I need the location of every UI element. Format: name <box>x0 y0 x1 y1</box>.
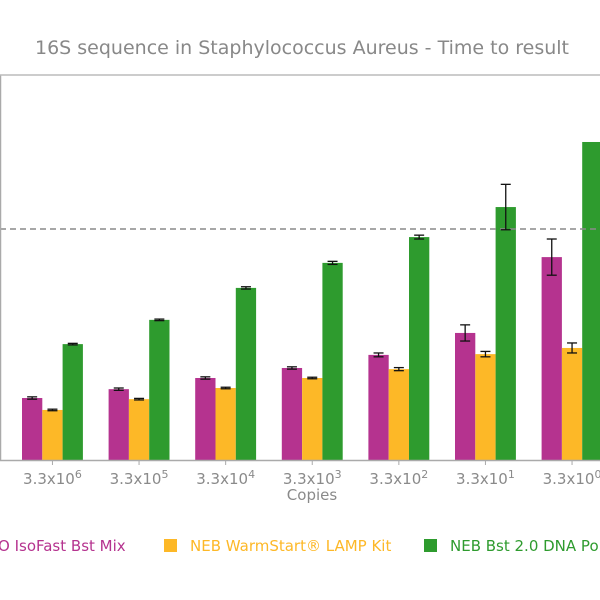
bars-layer <box>22 141 600 461</box>
legend: O IsoFast Bst Mix NEB WarmStart® LAMP Kit… <box>0 537 600 555</box>
error-bar <box>154 318 165 322</box>
bar <box>475 354 496 460</box>
x-tick-label: 3.3x106 <box>23 468 82 488</box>
error-bar <box>134 397 145 401</box>
bar <box>302 377 323 460</box>
error-bar <box>27 396 38 400</box>
error-bar <box>220 386 231 390</box>
error-bar <box>240 286 251 290</box>
bar <box>322 262 343 460</box>
bar <box>215 388 236 460</box>
error-bar <box>307 376 318 380</box>
x-tick-label: 3.3x101 <box>456 468 515 488</box>
bar <box>235 287 257 460</box>
bar <box>281 367 303 460</box>
error-bar <box>47 408 58 412</box>
error-bar <box>327 260 338 266</box>
x-tick-label: 3.3x103 <box>283 468 342 488</box>
error-bar <box>373 352 384 358</box>
bar <box>149 319 170 460</box>
error-bar <box>393 366 404 372</box>
bar <box>22 398 43 460</box>
bar <box>108 389 129 460</box>
error-bar <box>567 342 578 354</box>
bar <box>62 344 83 460</box>
x-axis-label: Copies <box>287 486 338 504</box>
chart-title: 16S sequence in Staphylococcus Aureus - … <box>35 37 569 59</box>
x-tick-label: 3.3x104 <box>196 468 255 488</box>
error-bar <box>546 238 557 276</box>
legend-label: NEB WarmStart® LAMP Kit <box>190 537 391 555</box>
bar <box>368 354 389 460</box>
error-bar <box>286 366 297 370</box>
error-bars-layer <box>27 183 578 412</box>
error-bar <box>460 324 471 342</box>
x-tick-labels: 3.3x106 3.3x105 3.3x104 3.3x103 3.3x102 3.3x1… <box>23 460 600 488</box>
bar <box>455 332 476 460</box>
error-bar <box>200 376 211 380</box>
error-bar <box>414 234 425 240</box>
x-tick-label: 3.3x105 <box>110 468 169 488</box>
legend-swatch <box>164 539 177 552</box>
legend-label: NEB Bst 2.0 DNA Polymerase <box>450 537 600 555</box>
bar <box>128 399 150 460</box>
bar <box>541 257 562 460</box>
legend-label: O IsoFast Bst Mix <box>0 537 126 555</box>
error-bar <box>113 387 124 391</box>
x-tick-label: 3.3x100 <box>543 468 600 488</box>
error-bar <box>480 350 491 358</box>
bar <box>561 347 583 460</box>
bar <box>495 207 516 460</box>
bar <box>409 237 430 460</box>
error-bar <box>67 342 78 346</box>
error-bar <box>500 183 511 231</box>
bar <box>195 377 216 460</box>
bar <box>42 409 63 460</box>
legend-swatch <box>424 539 437 552</box>
bar <box>582 141 600 461</box>
x-tick-label: 3.3x102 <box>369 468 428 488</box>
bar <box>388 369 409 460</box>
